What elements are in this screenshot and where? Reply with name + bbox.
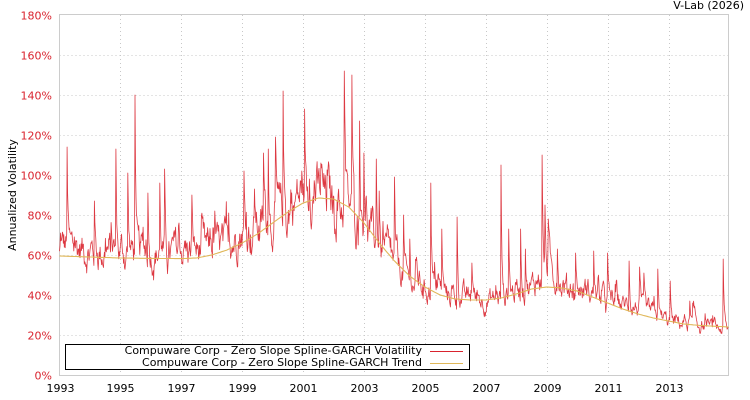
- x-tick-label: 2013: [656, 382, 684, 395]
- x-tick-label: 1993: [47, 382, 75, 395]
- x-tick-label: 1995: [107, 382, 135, 395]
- volatility-line: [59, 70, 729, 335]
- y-tick-label: 100%: [21, 170, 52, 183]
- x-tick-label: 2007: [473, 382, 501, 395]
- y-tick-label: 140%: [21, 90, 52, 103]
- legend: Compuware Corp - Zero Slope Spline-GARCH…: [65, 344, 470, 370]
- x-tick-label: 1997: [168, 382, 196, 395]
- x-tick-label: 2001: [290, 382, 318, 395]
- legend-item-volatility: Compuware Corp - Zero Slope Spline-GARCH…: [125, 345, 463, 357]
- legend-item-trend: Compuware Corp - Zero Slope Spline-GARCH…: [142, 357, 463, 369]
- y-axis-ticks: 0% 20% 40% 60% 80% 100% 120% 140% 160% 180%: [21, 10, 52, 383]
- trend-series: [59, 197, 729, 328]
- y-tick-label: 80%: [28, 210, 52, 223]
- plot-frame: [59, 14, 729, 376]
- y-tick-label: 120%: [21, 130, 52, 143]
- y-tick-label: 60%: [28, 250, 52, 263]
- legend-swatch-volatility: [430, 350, 463, 352]
- x-tick-label: 2003: [351, 382, 379, 395]
- y-tick-label: 0%: [35, 370, 52, 383]
- y-tick-label: 160%: [21, 50, 52, 63]
- x-tick-label: 2005: [412, 382, 440, 395]
- x-axis-ticks: 1993 1995 1997 1999 2001 2003 2005 2007 2009 2011…: [47, 382, 684, 395]
- x-tick-label: 1999: [229, 382, 257, 395]
- x-tick-label: 2011: [595, 382, 623, 395]
- x-tick-label: 2009: [534, 382, 562, 395]
- legend-swatch-trend: [430, 362, 463, 364]
- y-tick-label: 180%: [21, 10, 52, 23]
- legend-label: Compuware Corp - Zero Slope Spline-GARCH…: [142, 356, 422, 369]
- y-tick-label: 20%: [28, 330, 52, 343]
- y-tick-label: 40%: [28, 290, 52, 303]
- legend-label: Compuware Corp - Zero Slope Spline-GARCH…: [124, 344, 422, 357]
- volatility-series: [59, 70, 729, 335]
- y-axis-label: Annualized Volatility: [6, 139, 19, 251]
- credit-label: V-Lab (2026): [673, 0, 744, 12]
